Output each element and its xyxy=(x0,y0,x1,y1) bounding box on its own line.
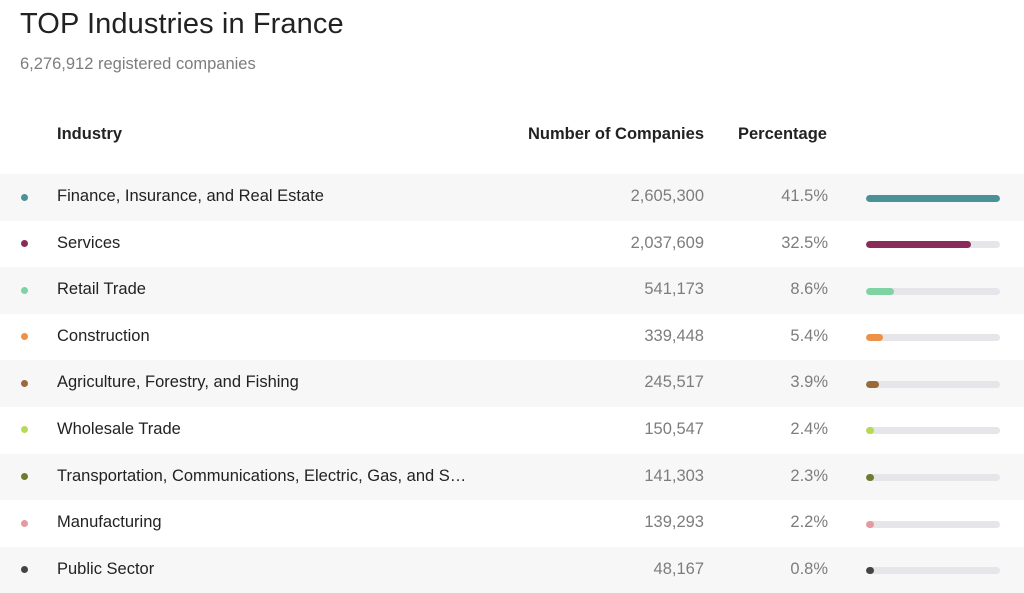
percentage-bar-fill xyxy=(866,520,875,528)
percentage-bar-fill xyxy=(866,241,971,249)
percentage-bar-track xyxy=(866,287,1000,295)
industry-name: Construction xyxy=(57,326,150,345)
percentage-bar-fill xyxy=(866,287,894,295)
table-row[interactable]: Transportation, Communications, Electric… xyxy=(0,453,1024,501)
page-title: TOP Industries in France xyxy=(20,8,344,40)
color-dot-icon xyxy=(21,473,28,481)
percentage-bar-track xyxy=(866,334,1000,342)
industry-name: Manufacturing xyxy=(57,513,162,532)
color-dot-icon xyxy=(21,426,28,434)
percentage-value: 2.4% xyxy=(790,419,828,438)
table-row[interactable]: Services 2,037,609 32.5% xyxy=(0,221,1024,268)
company-count: 141,303 xyxy=(644,466,704,485)
column-header-percentage[interactable]: Percentage xyxy=(738,125,827,143)
percentage-bar-track xyxy=(866,474,1000,482)
table-header: Industry Number of Companies Percentage xyxy=(0,113,1024,157)
percentage-value: 0.8% xyxy=(790,559,828,578)
percentage-bar-track xyxy=(866,520,1000,528)
company-count: 541,173 xyxy=(644,280,704,299)
industry-name: Transportation, Communications, Electric… xyxy=(57,466,467,485)
percentage-value: 2.2% xyxy=(790,513,828,532)
color-dot-icon xyxy=(21,286,28,294)
percentage-bar-track xyxy=(866,194,1000,202)
percentage-bar-track xyxy=(866,241,1000,249)
industry-name: Retail Trade xyxy=(57,280,146,299)
industry-name: Finance, Insurance, and Real Estate xyxy=(57,187,324,205)
percentage-value: 41.5% xyxy=(781,187,828,205)
table-row[interactable]: Manufacturing 139,293 2.2% xyxy=(0,500,1024,547)
percentage-bar-fill xyxy=(866,427,875,435)
percentage-bar-fill xyxy=(866,474,875,482)
percentage-bar-fill xyxy=(866,334,884,342)
column-header-industry[interactable]: Industry xyxy=(57,125,123,143)
table-row[interactable]: Construction 339,448 5.4% xyxy=(0,314,1024,361)
percentage-bar-track xyxy=(866,567,1000,575)
company-count: 339,448 xyxy=(644,326,704,345)
table-row[interactable]: Public Sector 48,167 0.8% xyxy=(0,546,1024,593)
industry-name: Services xyxy=(57,233,121,252)
table-row[interactable]: Agriculture, Forestry, and Fishing 245,51… xyxy=(0,360,1024,407)
industry-name: Public Sector xyxy=(57,559,155,578)
percentage-bar-track xyxy=(866,427,1000,435)
percentage-value: 3.9% xyxy=(790,373,828,392)
percentage-bar-fill xyxy=(866,567,875,575)
table-row[interactable]: Retail Trade 541,173 8.6% xyxy=(0,267,1024,314)
company-count: 2,605,300 xyxy=(630,187,704,205)
company-count: 139,293 xyxy=(644,513,704,532)
percentage-bar-track xyxy=(866,380,1000,388)
table-row[interactable]: Wholesale Trade 150,547 2.4% xyxy=(0,407,1024,454)
industry-name: Agriculture, Forestry, and Fishing xyxy=(57,373,299,392)
color-dot-icon xyxy=(21,379,28,387)
table-body: Finance, Insurance, and Real Estate 2,605… xyxy=(0,174,1024,593)
color-dot-icon xyxy=(21,240,28,248)
company-count: 150,547 xyxy=(644,419,704,438)
color-dot-icon xyxy=(21,333,28,341)
color-dot-icon xyxy=(21,519,28,527)
percentage-value: 8.6% xyxy=(790,280,828,299)
company-count: 245,517 xyxy=(644,373,704,392)
table-row[interactable]: Finance, Insurance, and Real Estate 2,605… xyxy=(0,174,1024,221)
percentage-bar-fill xyxy=(866,380,879,388)
page-subtitle: 6,276,912 registered companies xyxy=(20,55,256,73)
industry-name: Wholesale Trade xyxy=(57,419,181,438)
column-header-count[interactable]: Number of Companies xyxy=(527,125,704,143)
percentage-value: 5.4% xyxy=(790,326,828,345)
percentage-value: 2.3% xyxy=(790,466,828,485)
color-dot-icon xyxy=(21,566,28,574)
company-count: 48,167 xyxy=(653,559,704,578)
color-dot-icon xyxy=(21,193,28,201)
percentage-bar-fill xyxy=(866,194,1000,202)
percentage-value: 32.5% xyxy=(781,233,828,252)
company-count: 2,037,609 xyxy=(630,233,704,252)
